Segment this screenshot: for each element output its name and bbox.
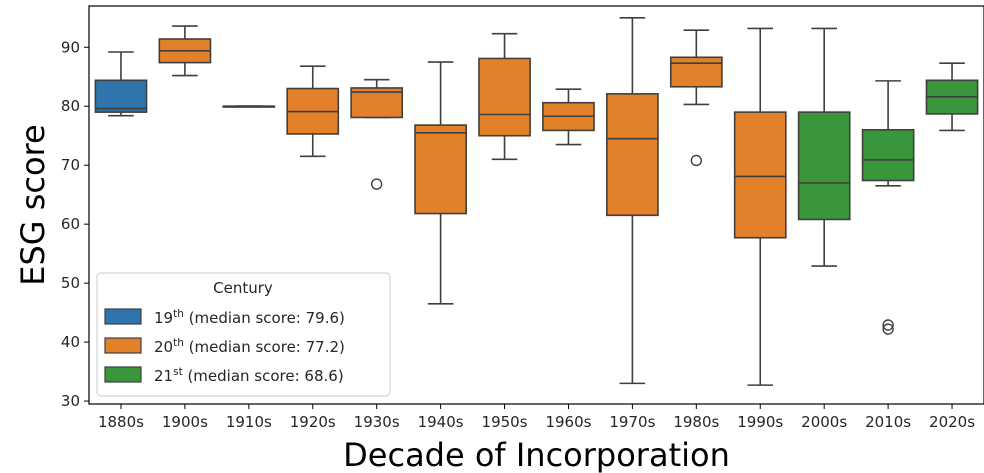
legend: Century 19th (median score: 79.6) 20th (me… [96, 272, 391, 397]
box-1940s [414, 61, 467, 305]
box-iqr [669, 56, 723, 88]
box-iqr [478, 57, 531, 137]
y-tick-label: 90 [61, 38, 80, 56]
box-1980s [669, 29, 723, 167]
x-tick-label: 1920s [290, 413, 336, 431]
x-tick-label: 1970s [609, 413, 655, 431]
x-tick-label: 2010s [865, 413, 911, 431]
axes: 30 40 50 60 70 80 90 1880s 1900s 1910s 1920s 1930s 1… [61, 5, 984, 431]
legend-entry-21st: 21st (median score: 68.6) [104, 366, 344, 385]
x-tick-label: 1990s [737, 413, 783, 431]
box-1970s [606, 16, 659, 385]
legend-label: 20th (median score: 77.2) [154, 337, 345, 356]
y-axis-title: ESG score [14, 124, 52, 285]
outlier-point [370, 178, 383, 190]
box-1880s [94, 51, 148, 117]
legend-label: 19th (median score: 79.6) [154, 308, 345, 327]
box-iqr [94, 79, 148, 113]
y-tick-label: 70 [61, 156, 80, 174]
box-iqr [733, 111, 787, 239]
box-1960s [542, 88, 595, 146]
box-iqr [797, 111, 851, 221]
box-1910s [222, 105, 276, 108]
y-tick-label: 30 [61, 392, 80, 410]
box-iqr [861, 129, 915, 182]
x-tick-label: 1960s [545, 413, 591, 431]
x-tick-label: 2000s [801, 413, 847, 431]
legend-title: Century [213, 279, 273, 297]
box-1900s [158, 25, 212, 77]
y-tick-label: 60 [61, 215, 80, 233]
box-2000s [797, 27, 851, 267]
x-tick-label: 1930s [354, 413, 400, 431]
x-tick-label: 1940s [418, 413, 464, 431]
box-1950s [478, 32, 531, 161]
legend-label: 21st (median score: 68.6) [154, 366, 344, 385]
box-2020s [925, 62, 979, 132]
outlier-point [882, 319, 894, 331]
outlier-point [690, 154, 703, 167]
y-tick-label: 50 [61, 274, 80, 292]
box-iqr [414, 124, 467, 215]
x-tick-label: 1910s [226, 413, 272, 431]
outlier-point [882, 323, 894, 335]
legend-swatch [104, 337, 142, 354]
legend-swatch [104, 308, 142, 325]
box-1990s [733, 27, 787, 386]
x-tick-label: 1900s [162, 413, 208, 431]
x-axis-title: Decade of Incorporation [343, 436, 730, 473]
x-tick-label: 1950s [482, 413, 528, 431]
y-tick-label: 40 [61, 333, 80, 351]
plot-area [94, 16, 979, 386]
legend-swatch [104, 366, 142, 383]
box-2010s [861, 80, 915, 335]
legend-frame [96, 272, 391, 397]
x-tick-label: 2020s [929, 413, 975, 431]
box-1920s [286, 65, 340, 158]
x-tick-label: 1880s [98, 413, 144, 431]
plot-frame [88, 5, 984, 405]
legend-entry-20th: 20th (median score: 77.2) [104, 337, 345, 356]
legend-entry-19th: 19th (median score: 79.6) [104, 308, 345, 327]
box-1930s [350, 78, 404, 190]
x-tick-label: 1980s [673, 413, 719, 431]
box-iqr [606, 93, 659, 217]
y-tick-label: 80 [61, 97, 80, 115]
